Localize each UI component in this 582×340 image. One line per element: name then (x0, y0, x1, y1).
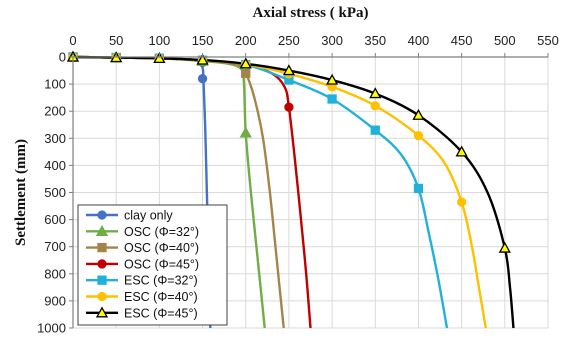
y-tick-label-0: 0 (59, 50, 66, 65)
data-point-esc-32-6 (327, 94, 337, 104)
legend-marker-clay-only (97, 210, 107, 220)
x-tick-label-0: 0 (69, 33, 76, 48)
x-tick-label-150: 150 (192, 33, 214, 48)
data-point-esc-45-6 (325, 73, 339, 85)
legend-label-osc-45: OSC (Φ=45°) (124, 257, 199, 271)
data-point-esc-45-2 (153, 52, 166, 64)
y-tick-labels: 0 100 200 300 400 500 600 700 800 900 1000 (37, 50, 66, 336)
y-tick-label-400: 400 (44, 158, 66, 173)
x-tick-label-200: 200 (235, 33, 257, 48)
x-tick-label-50: 50 (109, 33, 123, 48)
legend-marker-esc-32 (97, 275, 107, 285)
series-markers (66, 50, 511, 253)
data-point-clay-only-4 (197, 74, 208, 84)
x-tick-labels: 0 50 100 150 200 250 300 350 400 450 500 550 (69, 33, 558, 48)
x-tick-label-250: 250 (278, 33, 300, 48)
x-axis-title: Axial stress ( kPa) (253, 5, 369, 21)
y-tick-label-500: 500 (44, 185, 66, 200)
x-tick-label-350: 350 (364, 33, 386, 48)
legend-marker-esc-45 (95, 306, 109, 318)
y-axis-title: Settlement (mm) (13, 139, 29, 246)
data-point-esc-45-8 (412, 108, 425, 120)
legend-label-osc-32: OSC (Φ=32°) (124, 225, 199, 239)
axes (69, 53, 549, 329)
data-point-esc-32-7 (370, 125, 380, 135)
legend-label-esc-32: ESC (Φ=32°) (124, 274, 198, 288)
y-tick-label-100: 100 (44, 77, 66, 92)
legend-label-esc-40: ESC (Φ=40°) (124, 290, 198, 304)
legend-label-clay-only: clay only (124, 209, 173, 223)
data-point-esc-45-9 (455, 145, 468, 157)
y-tick-label-300: 300 (44, 131, 66, 146)
legend-marker-osc-45 (97, 259, 107, 269)
legend-label-osc-40: OSC (Φ=40°) (124, 241, 199, 255)
y-tick-label-200: 200 (44, 104, 66, 119)
x-tick-label-500: 500 (494, 33, 516, 48)
data-point-esc-40-8 (413, 130, 424, 141)
x-tick-label-400: 400 (408, 33, 430, 48)
data-point-esc-45-7 (369, 87, 382, 99)
data-point-osc-32-4 (239, 126, 252, 138)
data-point-esc-45-5 (282, 64, 296, 76)
y-tick-label-600: 600 (44, 212, 66, 227)
legend: clay only OSC (Φ=32°) OSC (Φ=40°) OSC (Φ=45… (77, 204, 228, 326)
legend-marker-osc-32 (95, 224, 109, 236)
data-point-esc-45-10 (498, 241, 511, 253)
x-tick-label-550: 550 (537, 33, 559, 48)
y-tick-label-800: 800 (44, 266, 66, 281)
x-tick-label-300: 300 (321, 33, 343, 48)
y-tick-label-1000: 1000 (37, 321, 66, 336)
data-point-osc-40-4 (241, 68, 251, 78)
data-point-esc-32-8 (413, 183, 424, 194)
x-tick-label-100: 100 (149, 33, 171, 48)
legend-label-esc-45: ESC (Φ=45°) (124, 306, 198, 320)
data-point-esc-40-7 (370, 101, 380, 111)
x-tick-label-450: 450 (451, 33, 473, 48)
y-tick-label-900: 900 (44, 293, 66, 308)
legend-marker-esc-40 (97, 291, 107, 302)
grid-lines (72, 56, 549, 329)
y-tick-label-700: 700 (44, 239, 66, 254)
legend-marker-osc-40 (97, 242, 107, 253)
data-point-osc-45-5 (284, 102, 294, 112)
data-point-esc-40-9 (456, 197, 467, 207)
data-point-esc-45-3 (196, 53, 209, 65)
data-point-esc-45-4 (239, 57, 252, 69)
